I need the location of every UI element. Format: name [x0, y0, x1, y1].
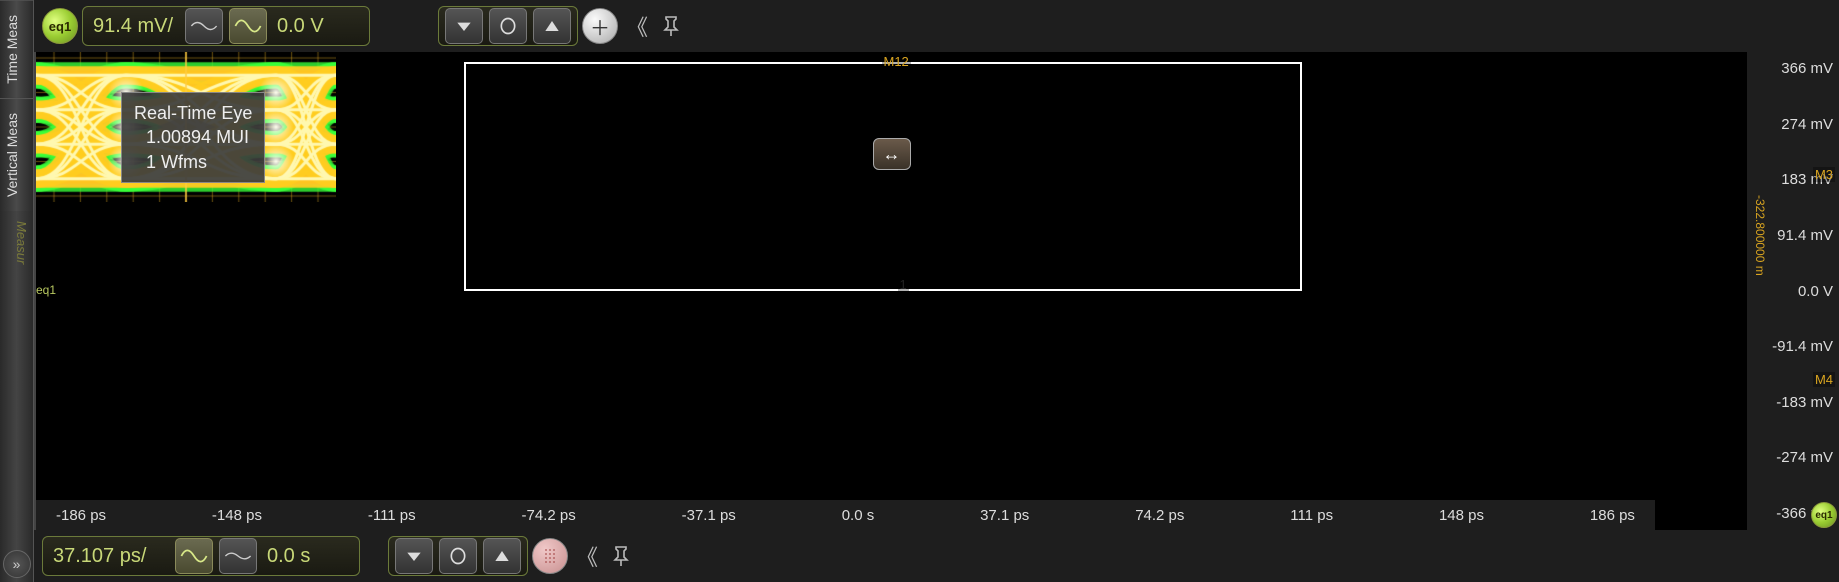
- horizontal-toolbar: 37.107 ps/ 0.0 s 《: [34, 530, 1839, 582]
- hpreset-center-button[interactable]: [439, 538, 477, 574]
- vertical-offset-value[interactable]: 0.0 V: [273, 15, 363, 38]
- x-tick: -74.2 ps: [522, 507, 576, 524]
- horizontal-scale-value[interactable]: 37.107 ps/: [49, 545, 169, 568]
- y-tick: -274 mV: [1753, 449, 1833, 466]
- info-wfms: 1 Wfms: [134, 150, 252, 174]
- tab-vertical-meas[interactable]: Vertical Meas: [0, 98, 33, 211]
- preset-up-button[interactable]: [533, 8, 571, 44]
- x-tick: 37.1 ps: [980, 507, 1029, 524]
- x-tick: 186 ps: [1590, 507, 1635, 524]
- vertical-scale-group: 91.4 mV/ 0.0 V: [82, 6, 370, 46]
- rewind-icon[interactable]: 《: [622, 8, 652, 44]
- vertical-measurement-value: -322.800000 m: [1753, 195, 1767, 276]
- hpreset-down-button[interactable]: [395, 538, 433, 574]
- marker-m4[interactable]: M4: [1813, 372, 1835, 387]
- eq-left-marker: eq1: [36, 283, 56, 297]
- preset-center-button[interactable]: [489, 8, 527, 44]
- zoom-add-button[interactable]: ＋: [582, 8, 618, 44]
- y-tick: -91.4 mV: [1753, 338, 1833, 355]
- y-axis: M3 M4 -322.800000 m eq1 366 mV274 mV183 …: [1747, 52, 1839, 530]
- y-tick: 274 mV: [1753, 116, 1833, 133]
- horizontal-offset-value[interactable]: 0.0 s: [263, 545, 353, 568]
- info-title: Real-Time Eye: [134, 101, 252, 125]
- hscale-fine-button[interactable]: [219, 538, 257, 574]
- x-tick: -148 ps: [212, 507, 262, 524]
- y-tick: 366 mV: [1753, 60, 1833, 77]
- marker-m3[interactable]: M3: [1813, 167, 1835, 182]
- y-tick: -183 mV: [1753, 394, 1833, 411]
- x-axis: -186 ps -148 ps -111 ps -74.2 ps -37.1 ps 0.0…: [36, 500, 1655, 530]
- pin-icon[interactable]: [656, 8, 686, 44]
- pin-icon-bottom[interactable]: [606, 538, 636, 574]
- scale-coarse-button[interactable]: [229, 8, 267, 44]
- plot-zone: ↔ Real-Time Eye 1.00894 MUI 1 Wfms M12 1…: [34, 52, 1839, 530]
- selection-rectangle[interactable]: [464, 62, 1302, 291]
- hpreset-up-button[interactable]: [483, 538, 521, 574]
- horizontal-scale-group: 37.107 ps/ 0.0 s: [42, 536, 360, 576]
- eye-info-box: Real-Time Eye 1.00894 MUI 1 Wfms: [121, 92, 265, 183]
- channel-badge[interactable]: eq1: [42, 8, 78, 44]
- x-tick: -186 ps: [56, 507, 106, 524]
- left-sidebar: Time Meas Vertical Meas Measur »: [0, 0, 34, 582]
- tab-time-meas[interactable]: Time Meas: [0, 0, 33, 98]
- x-tick: 111 ps: [1290, 507, 1333, 524]
- x-tick: -111 ps: [368, 507, 416, 524]
- x-tick: -37.1 ps: [682, 507, 736, 524]
- preset-down-button[interactable]: [445, 8, 483, 44]
- channel-badge-right[interactable]: eq1: [1811, 502, 1837, 528]
- x-tick: 0.0 s: [842, 507, 875, 524]
- marker-m12[interactable]: M12: [882, 54, 911, 69]
- x-tick: 74.2 ps: [1135, 507, 1184, 524]
- info-mui: 1.00894 MUI: [134, 125, 252, 149]
- rewind-icon-bottom[interactable]: 《: [572, 538, 602, 574]
- horizontal-preset-group: [388, 536, 528, 576]
- vertical-preset-group: [438, 6, 578, 46]
- marker-center[interactable]: 1: [898, 277, 909, 292]
- y-tick: 0.0 V: [1753, 283, 1833, 300]
- trigger-button[interactable]: [532, 538, 568, 574]
- vertical-toolbar: eq1 91.4 mV/ 0.0 V ＋ 《: [34, 0, 1839, 52]
- hscale-coarse-button[interactable]: [175, 538, 213, 574]
- vertical-scale-value[interactable]: 91.4 mV/: [89, 15, 179, 38]
- sidebar-expand-button[interactable]: »: [3, 550, 31, 578]
- drag-handle[interactable]: ↔: [873, 138, 911, 170]
- measure-label: Measur: [0, 211, 33, 274]
- eye-diagram-plot[interactable]: ↔ Real-Time Eye 1.00894 MUI 1 Wfms M12 1…: [34, 52, 1747, 530]
- scale-fine-button[interactable]: [185, 8, 223, 44]
- x-tick: 148 ps: [1439, 507, 1484, 524]
